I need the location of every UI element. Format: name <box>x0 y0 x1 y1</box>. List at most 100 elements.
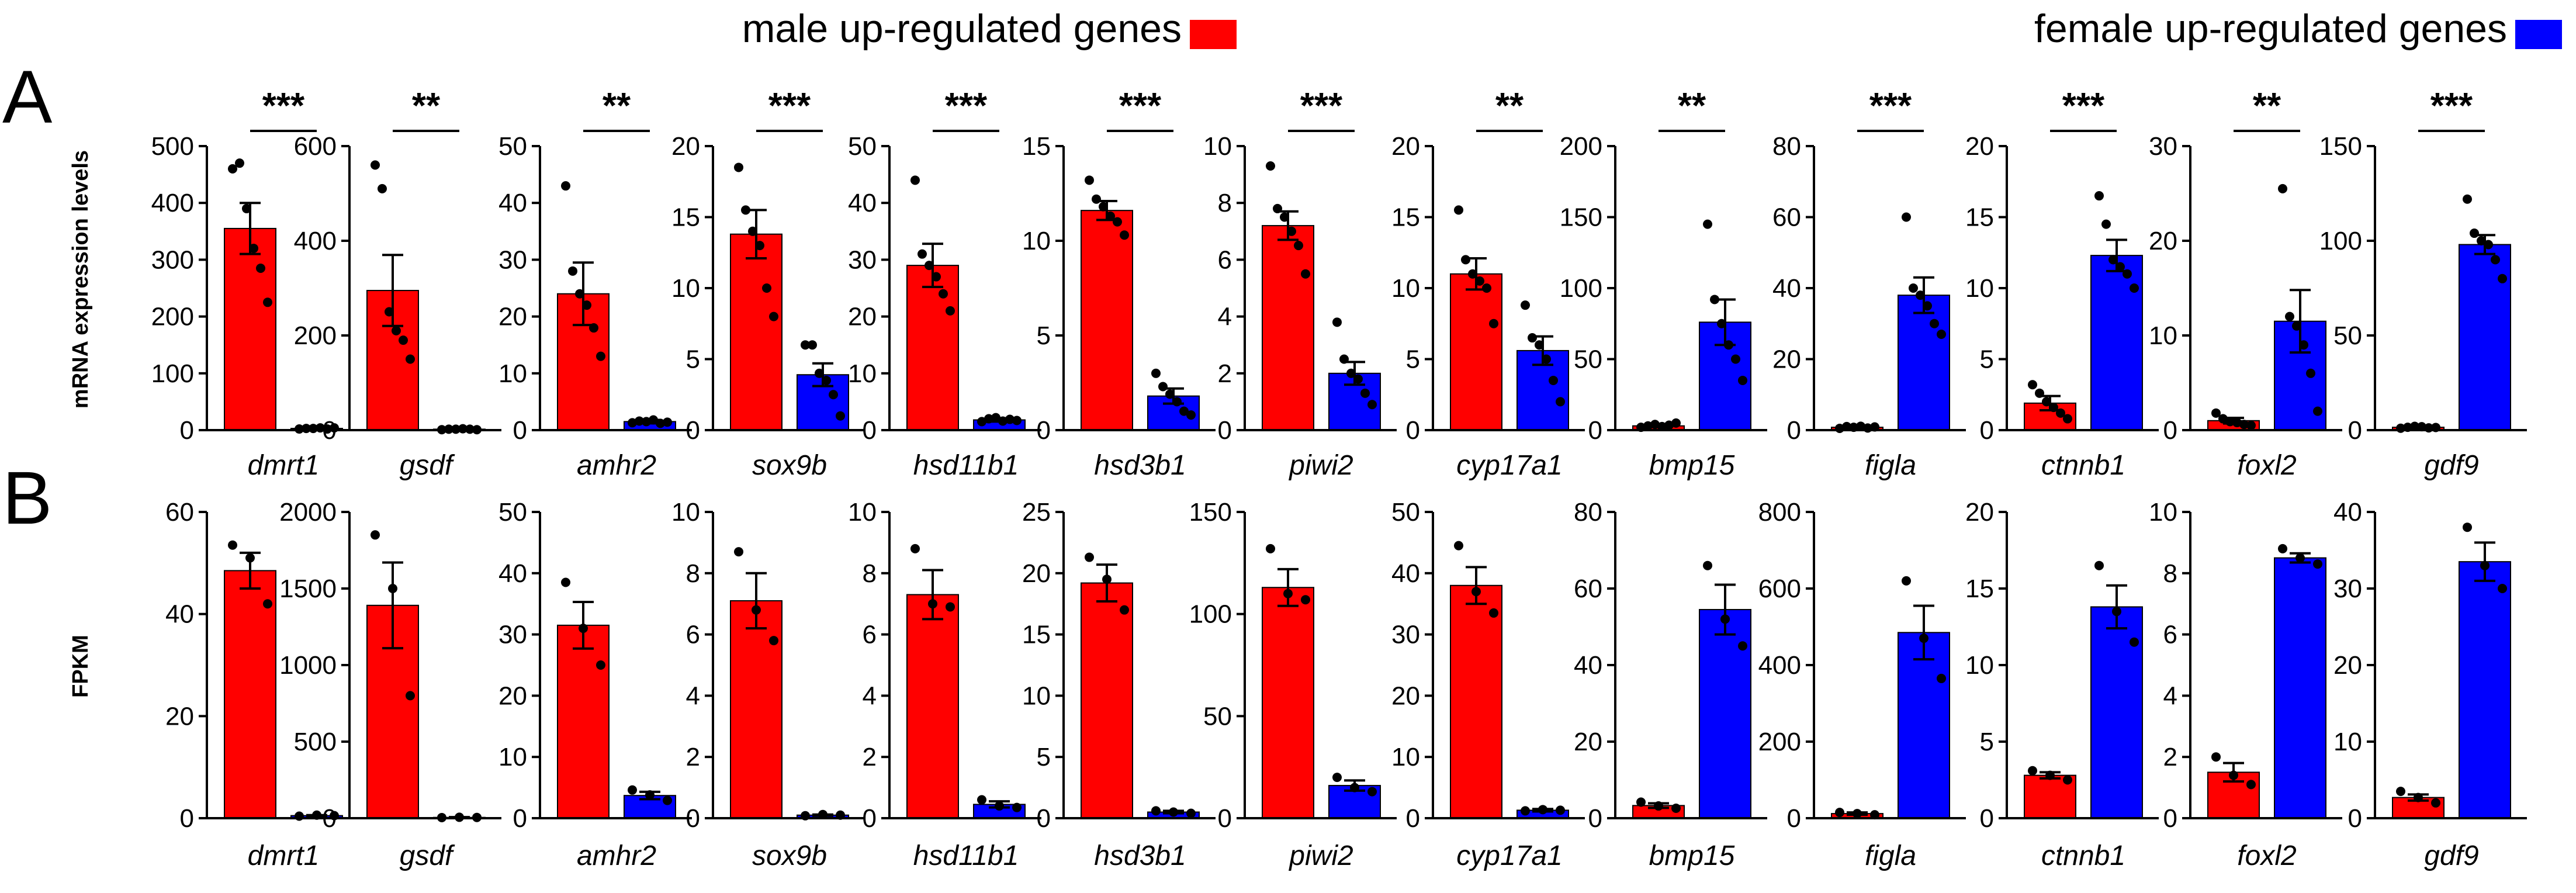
y-tick-label: 30 <box>2149 132 2177 161</box>
data-point-female <box>1151 368 1161 378</box>
gene-label: sox9b <box>752 840 827 871</box>
data-point-female <box>977 417 986 427</box>
y-tick-label: 30 <box>498 621 527 649</box>
bar-male <box>224 227 276 431</box>
data-point-female <box>984 414 993 424</box>
data-point-female <box>2094 191 2104 201</box>
subplot-b-foxl2: 0 2 4 6 8 10 foxl2 <box>2149 498 2342 871</box>
data-point-female <box>808 340 817 350</box>
gene-label: bmp15 <box>1649 450 1735 481</box>
y-tick-label: 0 <box>1588 804 1602 833</box>
data-point-female <box>1738 641 1747 651</box>
y-tick-label: 0 <box>180 416 194 445</box>
data-point-male <box>2239 420 2249 430</box>
data-point-female <box>1367 400 1377 410</box>
y-tick-label: 6 <box>1218 245 1232 274</box>
data-point-male <box>1102 574 1112 584</box>
data-point-female <box>635 416 644 426</box>
y-tick-label: 500 <box>151 132 194 161</box>
y-tick-label: 60 <box>165 498 194 527</box>
subplot-b-cyp17a1: 0 10 20 30 40 50 cyp17a1 <box>1391 498 1585 871</box>
data-point-female <box>2299 340 2308 350</box>
data-point-male <box>1301 269 1310 279</box>
data-point-male <box>589 323 598 333</box>
data-point-male <box>2232 418 2242 428</box>
y-tick-label: 60 <box>1772 203 1801 232</box>
data-point-male <box>2211 752 2221 762</box>
data-point-male <box>2028 380 2037 390</box>
subplot-a-ctnnb1: 0 5 10 15 20 ctnnb1 *** <box>1965 86 2159 481</box>
y-tick-label: 0 <box>2348 416 2362 445</box>
data-point-male <box>1113 217 1122 227</box>
data-point-male <box>1657 421 1667 431</box>
y-tick-label: 5 <box>1980 345 1994 374</box>
subplot-a-hsd11b1: 0 10 20 30 40 50 hsd11b1 *** <box>848 86 1041 481</box>
gene-label: hsd11b1 <box>913 450 1019 481</box>
y-tick-label: 50 <box>1574 345 1602 374</box>
data-point-male <box>378 184 387 193</box>
subplot-a-hsd3b1: 0 5 10 15 hsd3b1 *** <box>1022 86 1216 481</box>
y-tick-label: 40 <box>1574 651 1602 680</box>
subplot-b-gsdf: 0 500 1000 1500 2000 gsdf <box>279 498 501 871</box>
data-point-male <box>228 540 237 550</box>
data-point-male <box>388 584 397 593</box>
y-tick-label: 0 <box>1037 416 1051 445</box>
significance-stars: *** <box>2430 86 2473 126</box>
data-point-male <box>1842 421 1851 431</box>
data-point-male <box>385 307 394 317</box>
gene-label: hsd3b1 <box>1094 840 1186 871</box>
data-point-female <box>1521 300 1530 310</box>
data-point-male <box>406 691 415 701</box>
subplot-b-ctnnb1: 0 5 10 15 20 ctnnb1 <box>1965 498 2159 871</box>
y-tick-label: 4 <box>2163 681 2177 710</box>
bar-male <box>224 570 276 819</box>
data-point-male <box>561 577 570 587</box>
data-point-male <box>769 636 778 646</box>
data-point-female <box>2108 255 2118 265</box>
data-point-male <box>2218 414 2228 424</box>
y-tick-label: 400 <box>294 227 337 255</box>
data-point-female <box>2484 240 2493 250</box>
subplot-b-hsd11b1: 0 2 4 6 8 10 hsd11b1 <box>848 498 1041 871</box>
data-point-male <box>1461 255 1470 265</box>
data-point-male <box>1471 587 1481 597</box>
data-point-male <box>2414 792 2423 802</box>
data-point-female <box>1919 634 1928 643</box>
bar-female <box>2459 561 2511 819</box>
data-point-female <box>2285 311 2294 321</box>
data-point-male <box>1454 205 1463 215</box>
y-tick-label: 150 <box>1560 203 1602 232</box>
data-point-female <box>663 795 672 805</box>
data-point-female <box>1535 340 1544 350</box>
y-tick-label: 10 <box>498 359 527 388</box>
data-point-female <box>1556 805 1565 815</box>
data-point-female <box>2292 321 2301 331</box>
data-point-male <box>2225 417 2235 427</box>
y-tick-label: 10 <box>2149 498 2177 527</box>
y-tick-label: 20 <box>1772 345 1801 374</box>
data-point-female <box>1937 673 1946 683</box>
y-tick-label: 10 <box>1022 227 1051 255</box>
y-tick-label: 15 <box>1022 621 1051 649</box>
y-tick-label: 0 <box>1037 804 1051 833</box>
data-point-female <box>2094 560 2104 570</box>
y-tick-label: 0 <box>323 804 337 833</box>
data-point-male <box>1120 605 1129 615</box>
y-tick-label: 5 <box>1037 743 1051 771</box>
data-point-female <box>1165 389 1175 399</box>
data-point-female <box>1186 808 1196 818</box>
data-point-female <box>991 413 1000 423</box>
y-tick-label: 100 <box>1189 600 1232 629</box>
y-tick-label: 20 <box>1574 728 1602 756</box>
data-point-male <box>235 158 244 168</box>
y-tick-label: 1500 <box>279 574 337 603</box>
data-point-male <box>2056 408 2065 418</box>
data-point-female <box>1703 560 1712 570</box>
significance-stars: ** <box>1678 86 1706 126</box>
y-tick-label: 15 <box>1965 203 1994 232</box>
y-tick-label: 0 <box>686 804 700 833</box>
data-point-male <box>946 306 955 316</box>
data-point-male <box>748 226 757 236</box>
data-point-male <box>406 354 415 364</box>
data-point-female <box>295 811 304 821</box>
